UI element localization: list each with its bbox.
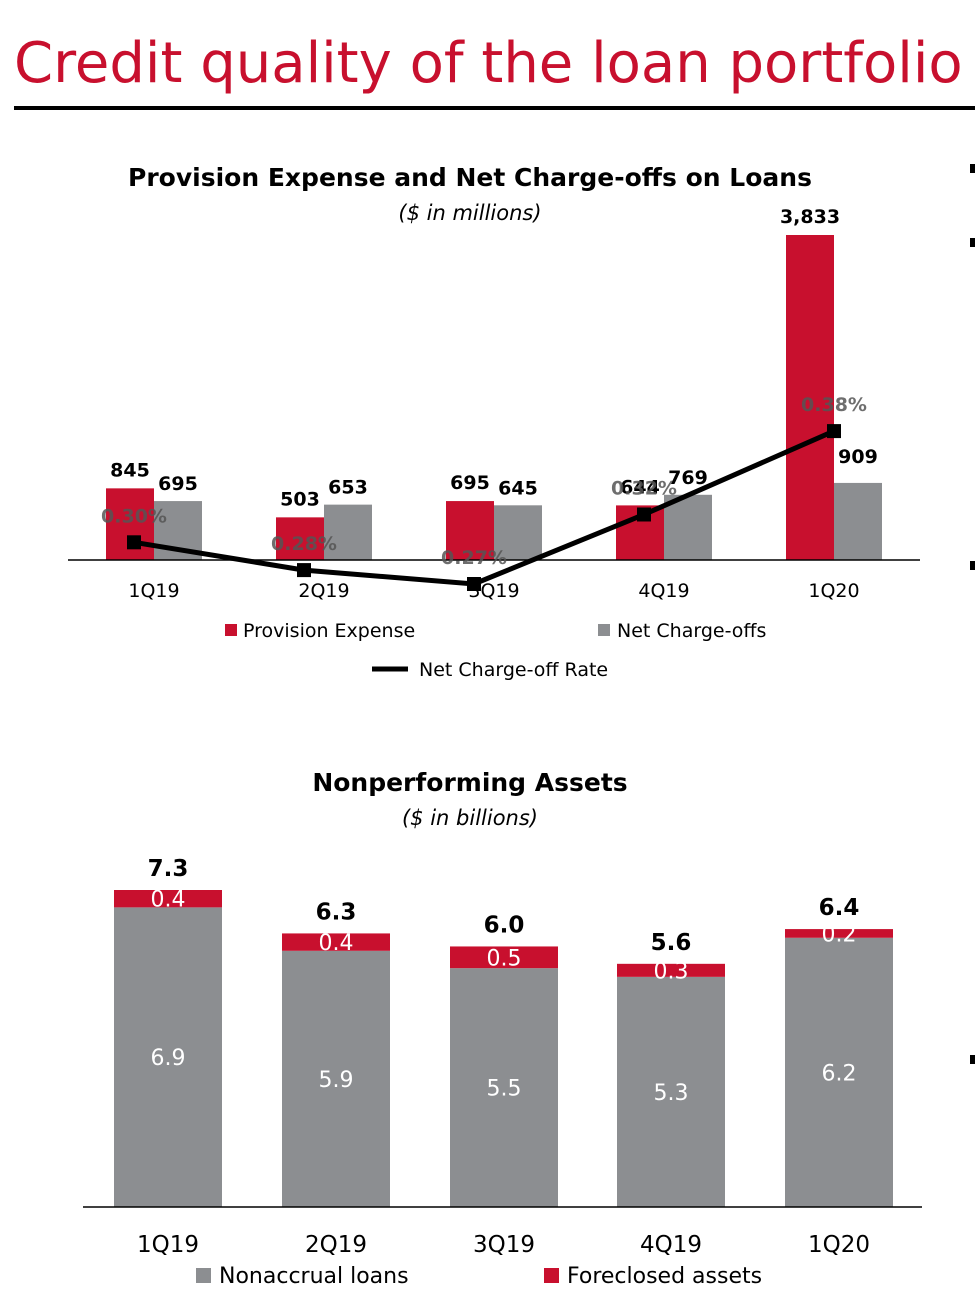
foreclosed-bar [282, 933, 390, 951]
nonaccrual-bar [617, 976, 725, 1207]
rate-marker [297, 563, 311, 578]
total-value-label: 6.3 [316, 899, 357, 925]
legend-swatch-nonaccrual [196, 1268, 211, 1283]
x-tick-label: 3Q19 [468, 580, 519, 602]
rate-value-label: 0.28% [271, 533, 337, 555]
nonaccrual-value-label: 6.9 [151, 1046, 186, 1071]
nonaccrual-value-label: 6.2 [822, 1061, 857, 1086]
charge-off-value-label: 653 [328, 477, 368, 499]
x-tick-label: 3Q19 [473, 1232, 535, 1258]
provision-value-label: 845 [110, 459, 150, 481]
nonaccrual-bar [282, 950, 390, 1207]
legend-swatch-charge-offs [598, 624, 610, 636]
legend-net-charge-offs: Net Charge-offs [617, 620, 766, 642]
total-value-label: 5.6 [651, 930, 692, 956]
foreclosed-value-label: 0.4 [319, 931, 354, 956]
foreclosed-bar [785, 929, 893, 938]
provision-value-label: 695 [450, 472, 490, 494]
rate-marker [127, 535, 141, 550]
nonaccrual-bar [114, 907, 222, 1207]
chart-title: Provision Expense and Net Charge-offs on… [128, 163, 812, 192]
foreclosed-value-label: 0.5 [487, 946, 522, 971]
rate-marker [637, 507, 651, 522]
provision-value-label: 503 [280, 488, 320, 510]
foreclosed-bar [114, 890, 222, 908]
total-value-label: 7.3 [148, 856, 189, 882]
rate-value-label: 0.38% [801, 394, 867, 416]
foreclosed-bar [450, 946, 558, 969]
nonaccrual-value-label: 5.9 [319, 1068, 354, 1093]
legend-net-charge-off-rate: Net Charge-off Rate [419, 659, 608, 681]
chart-title: Nonperforming Assets [312, 768, 627, 797]
charge-off-value-label: 909 [838, 446, 878, 468]
nonaccrual-value-label: 5.5 [487, 1077, 522, 1102]
nonaccrual-bar [785, 937, 893, 1207]
x-tick-label: 1Q20 [808, 1232, 870, 1258]
chart-subtitle: ($ in billions) [402, 806, 538, 830]
foreclosed-value-label: 0.3 [654, 959, 689, 984]
provision-chart: Provision Expense and Net Charge-offs on… [68, 163, 920, 681]
x-tick-label: 1Q19 [128, 580, 179, 602]
charge-off-bar [494, 505, 542, 560]
edge-marker [970, 561, 975, 570]
x-tick-label: 2Q19 [298, 580, 349, 602]
charge-off-bar [664, 494, 712, 560]
charge-off-bar [834, 482, 882, 560]
rate-marker [467, 577, 481, 591]
provision-value-label: 644 [620, 476, 660, 498]
foreclosed-value-label: 0.2 [822, 922, 857, 947]
provision-bar [446, 501, 494, 560]
x-tick-label: 4Q19 [640, 1232, 702, 1258]
legend-swatch-provision [225, 624, 237, 636]
nonaccrual-bar [450, 968, 558, 1207]
foreclosed-value-label: 0.4 [151, 888, 186, 913]
nonaccrual-value-label: 5.3 [654, 1081, 689, 1106]
rate-value-label: 0.30% [101, 505, 167, 527]
rate-value-label: 0.32% [611, 478, 677, 500]
foreclosed-bar [617, 963, 725, 977]
legend-foreclosed-assets: Foreclosed assets [567, 1264, 762, 1289]
edge-marker [970, 1055, 975, 1064]
total-value-label: 6.0 [484, 912, 525, 938]
title-rule [14, 106, 975, 110]
edge-marker [970, 238, 975, 247]
legend-swatch-foreclosed [544, 1268, 559, 1283]
chart-subtitle: ($ in millions) [398, 201, 541, 225]
charge-off-bar [324, 504, 372, 560]
legend-provision-expense: Provision Expense [243, 620, 415, 642]
rate-value-label: 0.27% [441, 547, 507, 569]
provision-bar [786, 235, 834, 560]
charge-off-value-label: 645 [498, 477, 538, 499]
nonperforming-chart: Nonperforming Assets ($ in billions) 6.9… [83, 768, 922, 1289]
edge-marker [970, 164, 975, 173]
x-tick-label: 1Q20 [808, 580, 859, 602]
x-tick-label: 2Q19 [305, 1232, 367, 1258]
provision-bar [276, 517, 324, 560]
total-value-label: 6.4 [819, 895, 860, 921]
charge-off-value-label: 769 [668, 467, 708, 489]
legend-nonaccrual-loans: Nonaccrual loans [219, 1264, 409, 1289]
provision-value-label: 3,833 [780, 206, 840, 228]
x-tick-label: 4Q19 [638, 580, 689, 602]
page-title: Credit quality of the loan portfolio [14, 31, 963, 96]
x-tick-label: 1Q19 [137, 1232, 199, 1258]
charge-off-value-label: 695 [158, 473, 198, 495]
rate-marker [827, 424, 841, 439]
